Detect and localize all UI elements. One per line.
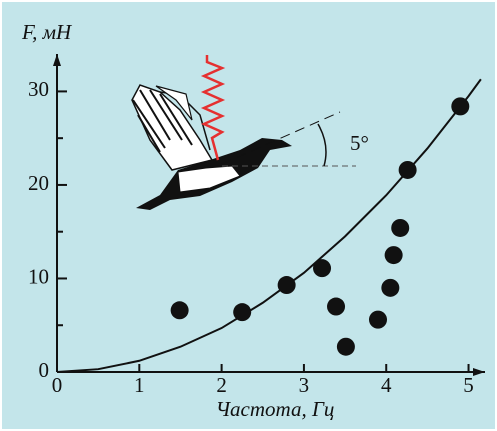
data-point [336, 337, 355, 356]
y-tick-label: 20 [28, 171, 49, 195]
x-tick-label: 0 [52, 373, 63, 397]
data-point [170, 301, 189, 320]
data-point [327, 297, 346, 316]
annotation: 5° [350, 131, 369, 155]
y-axis-label: F, мН [21, 20, 73, 44]
x-tick-label: 5 [463, 373, 474, 397]
data-point [369, 310, 387, 329]
data-point [398, 160, 417, 179]
y-tick-label: 10 [28, 264, 49, 288]
x-tick-label: 4 [381, 373, 392, 397]
x-axis-arrow [473, 368, 485, 376]
data-point [391, 218, 410, 237]
data-point [277, 276, 296, 295]
data-point [381, 278, 400, 297]
y-tick-label: 30 [28, 77, 49, 101]
data-point [451, 97, 470, 116]
data-point [313, 259, 332, 278]
y-tick-label: 0 [39, 358, 50, 382]
y-axis-arrow [53, 54, 61, 66]
x-tick-label: 1 [134, 373, 145, 397]
data-point [233, 303, 252, 322]
x-tick-label: 2 [216, 373, 227, 397]
data-point [384, 246, 403, 265]
x-tick-label: 3 [299, 373, 310, 397]
x-axis-label: Частота, Гц [216, 397, 335, 421]
bird-illustration [131, 55, 356, 210]
